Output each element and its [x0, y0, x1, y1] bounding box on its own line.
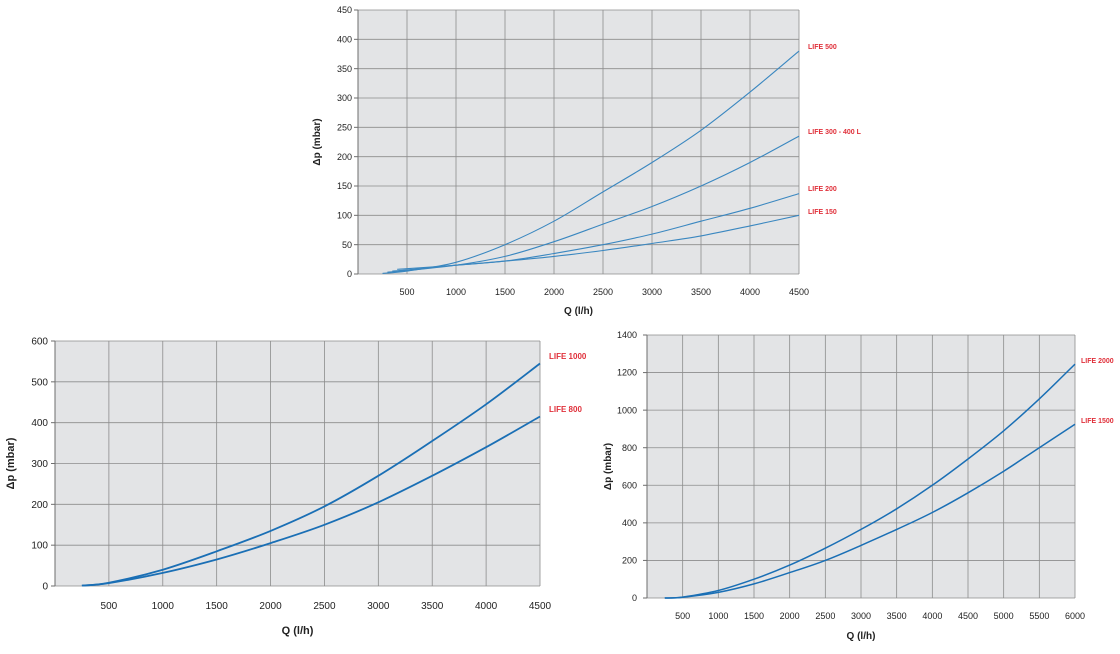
- x-tick-label: 2500: [593, 287, 613, 297]
- series-line-life-300-400-l: [387, 135, 800, 273]
- x-tick-label: 2500: [815, 611, 835, 621]
- series-line-life-150: [397, 214, 800, 270]
- x-tick-label: 1000: [708, 611, 728, 621]
- x-tick-label: 4000: [475, 601, 498, 612]
- series-line-life-2000: [664, 363, 1076, 599]
- y-tick-label: 200: [622, 556, 637, 566]
- x-tick-label: 1500: [744, 611, 764, 621]
- x-tick-label: 3500: [421, 601, 444, 612]
- x-axis-label: Q (l/h): [564, 306, 593, 317]
- x-tick-label: 500: [101, 601, 118, 612]
- y-tick-label: 0: [347, 269, 352, 279]
- y-tick-label: 600: [622, 480, 637, 490]
- x-tick-label: 4000: [922, 611, 942, 621]
- y-axis-label: Δp (mbar): [603, 443, 614, 490]
- x-tick-label: 4500: [958, 611, 978, 621]
- y-tick-label: 200: [337, 152, 352, 162]
- x-tick-label: 2000: [544, 287, 564, 297]
- y-tick-label: 300: [31, 459, 48, 470]
- x-tick-label: 500: [675, 611, 690, 621]
- series-label-life-300-400-l: LIFE 300 - 400 L: [808, 129, 862, 136]
- x-tick-label: 5500: [1029, 611, 1049, 621]
- y-tick-label: 600: [31, 337, 48, 348]
- x-tick-label: 3500: [887, 611, 907, 621]
- series-label-life-800: LIFE 800: [549, 405, 582, 414]
- y-tick-label: 400: [31, 418, 48, 429]
- plot-area: [358, 10, 799, 274]
- y-tick-label: 50: [342, 240, 352, 250]
- y-tick-label: 0: [632, 593, 637, 603]
- x-tick-label: 3000: [851, 611, 871, 621]
- series-label-life-200: LIFE 200: [808, 186, 837, 193]
- x-tick-label: 4000: [740, 287, 760, 297]
- x-tick-label: 1500: [495, 287, 515, 297]
- y-tick-label: 200: [31, 500, 48, 511]
- x-tick-label: 3500: [691, 287, 711, 297]
- y-tick-label: 1400: [617, 330, 637, 340]
- y-tick-label: 1200: [617, 368, 637, 378]
- y-tick-label: 400: [337, 34, 352, 44]
- x-tick-label: 1000: [446, 287, 466, 297]
- series-label-life-500: LIFE 500: [808, 44, 837, 51]
- x-tick-label: 1000: [152, 601, 175, 612]
- series-label-life-2000: LIFE 2000: [1081, 358, 1114, 365]
- y-tick-label: 350: [337, 64, 352, 74]
- y-axis-label: Δp (mbar): [5, 437, 17, 489]
- y-tick-label: 1000: [617, 405, 637, 415]
- x-tick-label: 500: [399, 287, 414, 297]
- y-tick-label: 250: [337, 122, 352, 132]
- y-tick-label: 100: [31, 541, 48, 552]
- x-tick-label: 6000: [1065, 611, 1085, 621]
- x-tick-label: 4500: [789, 287, 809, 297]
- y-tick-label: 150: [337, 181, 352, 191]
- y-tick-label: 400: [622, 518, 637, 528]
- y-tick-label: 100: [337, 210, 352, 220]
- y-tick-label: 450: [337, 5, 352, 15]
- series-label-life-1500: LIFE 1500: [1081, 418, 1114, 425]
- x-tick-label: 1500: [206, 601, 229, 612]
- x-tick-label: 2000: [780, 611, 800, 621]
- x-tick-label: 3000: [642, 287, 662, 297]
- y-tick-label: 800: [622, 443, 637, 453]
- x-axis-label: Q (l/h): [847, 631, 876, 642]
- series-label-life-150: LIFE 150: [808, 209, 837, 216]
- x-tick-label: 2000: [259, 601, 282, 612]
- x-tick-label: 5000: [994, 611, 1014, 621]
- y-tick-label: 300: [337, 93, 352, 103]
- series-label-life-1000: LIFE 1000: [549, 352, 587, 361]
- x-axis-label: Q (l/h): [282, 625, 314, 637]
- x-tick-label: 2500: [313, 601, 336, 612]
- y-tick-label: 500: [31, 377, 48, 388]
- y-tick-label: 0: [42, 582, 48, 593]
- series-line-life-800: [81, 415, 541, 587]
- x-tick-label: 4500: [529, 601, 552, 612]
- series-line-life-200: [392, 193, 800, 272]
- y-axis-label: Δp (mbar): [312, 118, 323, 165]
- series-line-life-1000: [81, 362, 541, 587]
- x-tick-label: 3000: [367, 601, 390, 612]
- series-line-life-1500: [664, 423, 1076, 599]
